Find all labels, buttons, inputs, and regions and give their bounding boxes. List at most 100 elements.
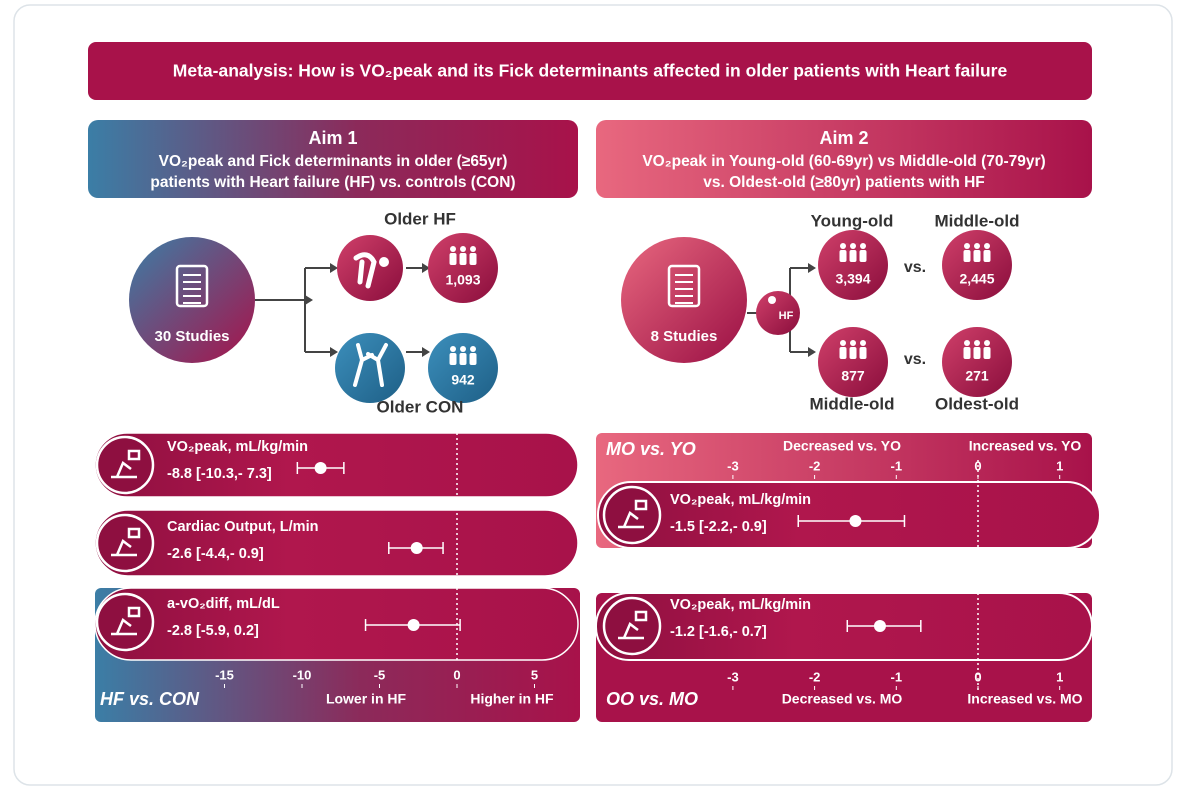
person-head — [984, 340, 990, 346]
estimate-dot — [410, 542, 423, 554]
group-circle — [942, 230, 1012, 300]
x-tick-label: -10 — [293, 667, 312, 682]
outcome-icon-glyph — [111, 527, 141, 557]
group-label: Older CON — [377, 397, 464, 416]
x-tick-label: -2 — [809, 458, 821, 473]
x-tick-label: -15 — [215, 667, 234, 682]
hf-circle — [756, 291, 800, 335]
ci-label: -2.8 [-5.9, 0.2] — [167, 623, 259, 639]
aim2-header — [596, 120, 1092, 198]
ci-label: -2.6 [-4.4,- 0.9] — [167, 546, 264, 562]
ci-label: -8.8 [-10.3,- 7.3] — [167, 466, 272, 482]
group-label: Older HF — [384, 209, 456, 228]
group-label: Middle-old — [810, 394, 895, 413]
group-count: 271 — [965, 368, 989, 384]
group-circle — [428, 233, 498, 303]
person-head — [470, 246, 476, 252]
direction-label: Higher in HF — [470, 691, 554, 707]
person-body — [859, 250, 867, 262]
aim-description: patients with Heart failure (HF) vs. con… — [150, 174, 515, 191]
direction-label: Increased vs. YO — [969, 438, 1082, 454]
direction-label: Decreased vs. MO — [782, 691, 903, 707]
title: Meta-analysis: How is VO₂peak and its Fi… — [173, 61, 1008, 81]
person-head — [984, 243, 990, 249]
x-tick-label: 1 — [1056, 458, 1063, 473]
outcome-name: VO₂peak, mL/kg/min — [670, 597, 811, 613]
group-count: 1,093 — [445, 272, 480, 288]
person-head — [450, 246, 456, 252]
x-tick-label: -5 — [374, 667, 386, 682]
person-body — [449, 353, 457, 365]
group-circle — [818, 230, 888, 300]
x-tick-label: -3 — [727, 458, 739, 473]
arrow-head — [305, 295, 313, 305]
group-circle — [428, 333, 498, 403]
studies-label: 30 Studies — [154, 328, 229, 345]
x-tick-label: 1 — [1056, 669, 1063, 684]
ci-label: -1.5 [-2.2,- 0.9] — [670, 519, 767, 535]
studies-circle — [621, 237, 747, 363]
direction-label: Increased vs. MO — [967, 691, 1082, 707]
outcome-icon-glyph — [111, 606, 141, 636]
arrow-head — [422, 263, 430, 273]
arrow-head — [330, 263, 338, 273]
person-body — [849, 250, 857, 262]
person-head — [450, 346, 456, 352]
document-icon — [667, 264, 701, 308]
person-body — [859, 347, 867, 359]
direction-label: Decreased vs. YO — [783, 438, 901, 454]
document-icon — [175, 264, 209, 308]
person-body — [963, 250, 971, 262]
person-body — [459, 253, 467, 265]
person-head — [860, 340, 866, 346]
person-body — [469, 253, 477, 265]
person-head — [974, 243, 980, 249]
patient-icon — [353, 252, 377, 289]
content: Meta-analysis: How is VO₂peak and its Fi… — [88, 42, 1101, 722]
person-head — [964, 243, 970, 249]
outcome-name: VO₂peak, mL/kg/min — [670, 492, 811, 508]
patient-icon — [768, 296, 776, 304]
group-circle — [942, 327, 1012, 397]
estimate-dot — [849, 515, 862, 527]
arrow-head — [422, 347, 430, 357]
group-circle — [335, 333, 405, 403]
outcome-icon-glyph — [618, 610, 648, 640]
person-body — [449, 253, 457, 265]
arrow-head — [808, 263, 816, 273]
ci-label: -1.2 [-1.6,- 0.7] — [670, 624, 767, 640]
x-tick-label: -2 — [809, 669, 821, 684]
group-label: Oldest-old — [935, 394, 1019, 413]
person-body — [849, 347, 857, 359]
outcome-row — [595, 592, 1093, 661]
estimate-dot — [314, 462, 327, 474]
group-count: 942 — [451, 372, 475, 388]
aim-description: VO₂peak in Young-old (60-69yr) vs Middle… — [642, 153, 1045, 170]
person-head — [850, 243, 856, 249]
person-body — [983, 250, 991, 262]
outcome-icon-glyph — [111, 449, 141, 479]
x-tick-label: -3 — [727, 669, 739, 684]
person-head — [840, 340, 846, 346]
aim-description: VO₂peak and Fick determinants in older (… — [159, 153, 508, 170]
aim-heading: Aim 2 — [819, 128, 868, 148]
x-tick-label: 5 — [531, 667, 538, 682]
outcome-row — [597, 481, 1101, 549]
person-head — [460, 346, 466, 352]
x-tick-label: 0 — [453, 667, 460, 682]
x-tick-label: 0 — [974, 669, 981, 684]
person-body — [459, 353, 467, 365]
vs-label: vs. — [904, 259, 926, 276]
dancers-icon — [353, 343, 388, 387]
person-head — [860, 243, 866, 249]
person-body — [983, 347, 991, 359]
person-body — [469, 353, 477, 365]
title-bar — [88, 42, 1092, 100]
person-head — [460, 246, 466, 252]
person-head — [964, 340, 970, 346]
arrow-head — [808, 347, 816, 357]
group-label: Middle-old — [935, 211, 1020, 230]
person-body — [839, 347, 847, 359]
estimate-dot — [873, 620, 886, 632]
